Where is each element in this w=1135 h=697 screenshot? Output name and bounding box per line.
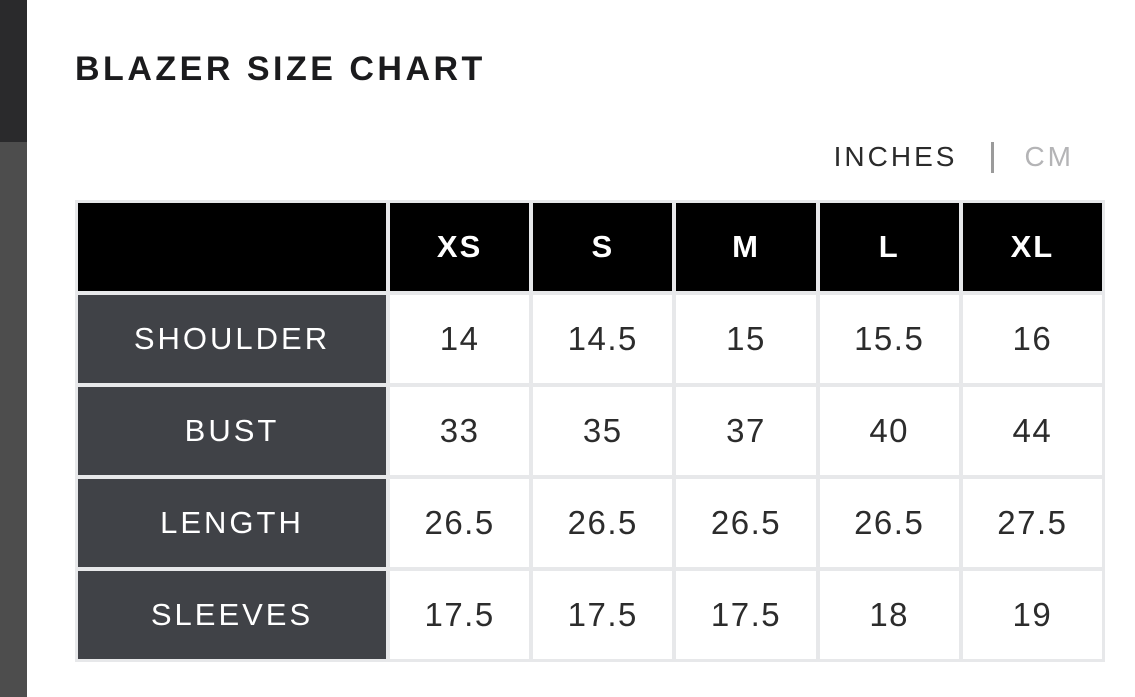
row-label-length: LENGTH — [78, 479, 386, 567]
cell-bust-xl: 44 — [962, 387, 1102, 475]
unit-option-cm[interactable]: CM — [1024, 141, 1074, 172]
row-label-shoulder: SHOULDER — [78, 295, 386, 383]
header-cell-m: M — [676, 203, 816, 291]
header-cell-xs: XS — [390, 203, 530, 291]
cell-bust-l: 40 — [819, 387, 959, 475]
cell-sleeves-m: 17.5 — [676, 571, 816, 659]
background-page-edge-bottom — [0, 142, 27, 697]
unit-toggle: INCHES CM — [834, 139, 1074, 175]
cell-shoulder-xs: 14 — [390, 295, 530, 383]
cell-shoulder-xl: 16 — [962, 295, 1102, 383]
row-label-sleeves: SLEEVES — [78, 571, 386, 659]
cell-bust-s: 35 — [533, 387, 673, 475]
header-cell-s: S — [533, 203, 673, 291]
background-page-edge — [0, 0, 27, 697]
unit-option-inches[interactable]: INCHES — [833, 141, 958, 172]
header-corner-cell — [78, 203, 386, 291]
background-page-edge-top — [0, 0, 27, 142]
cell-shoulder-l: 15.5 — [819, 295, 959, 383]
cell-sleeves-xs: 17.5 — [390, 571, 530, 659]
size-chart-table: XS S M L XL SHOULDER 14 14.5 15 15.5 16 … — [75, 200, 1105, 662]
header-cell-l: L — [819, 203, 959, 291]
cell-shoulder-s: 14.5 — [533, 295, 673, 383]
header-cell-xl: XL — [962, 203, 1102, 291]
cell-length-m: 26.5 — [676, 479, 816, 567]
row-label-bust: BUST — [78, 387, 386, 475]
cell-bust-xs: 33 — [390, 387, 530, 475]
cell-shoulder-m: 15 — [676, 295, 816, 383]
cell-length-s: 26.5 — [533, 479, 673, 567]
cell-sleeves-s: 17.5 — [533, 571, 673, 659]
cell-length-xs: 26.5 — [390, 479, 530, 567]
cell-length-xl: 27.5 — [962, 479, 1102, 567]
cell-length-l: 26.5 — [819, 479, 959, 567]
unit-separator — [991, 141, 995, 173]
cell-sleeves-xl: 19 — [962, 571, 1102, 659]
page-title: BLAZER SIZE CHART — [75, 50, 486, 88]
cell-sleeves-l: 18 — [819, 571, 959, 659]
cell-bust-m: 37 — [676, 387, 816, 475]
